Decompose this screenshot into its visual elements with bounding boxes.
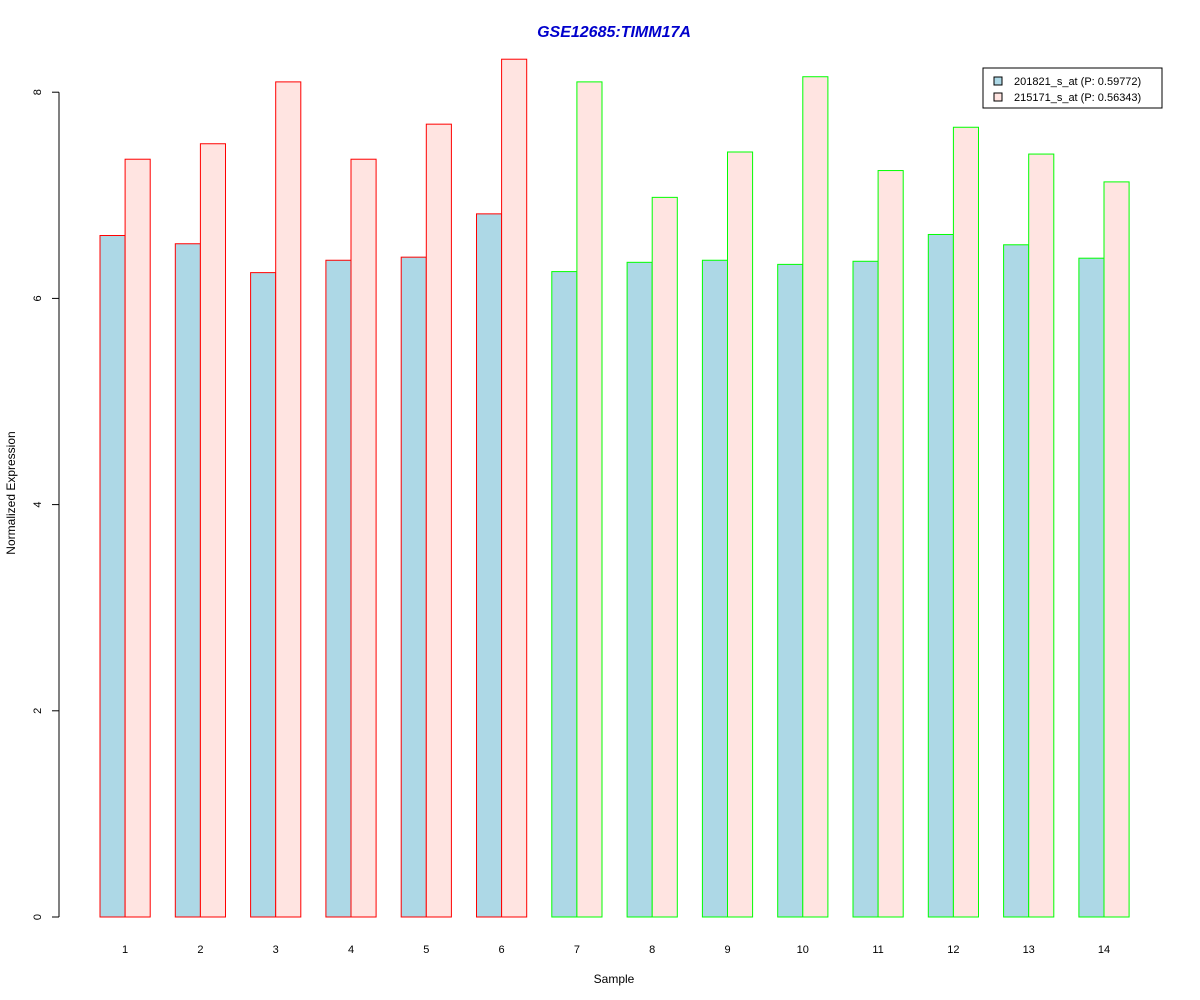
legend-swatch — [993, 76, 1003, 86]
bar-series-1 — [250, 272, 277, 918]
bar-series-1 — [400, 256, 427, 918]
bar-series-1 — [701, 259, 729, 918]
x-tick-label: 12 — [947, 944, 959, 956]
bar-series-2 — [1103, 181, 1130, 918]
bar-series-2 — [350, 158, 377, 918]
bars-group — [99, 58, 1130, 918]
bar-series-1 — [852, 260, 879, 918]
bar-series-2 — [576, 81, 603, 918]
bar-series-2 — [124, 158, 151, 918]
bar-series-2 — [199, 143, 226, 918]
x-tick-label: 14 — [1098, 944, 1110, 956]
y-tick-label: 6 — [32, 295, 44, 301]
x-tick-label: 1 — [122, 944, 128, 956]
bar-series-2 — [877, 170, 904, 918]
y-axis: 0 2 4 6 8 — [32, 89, 60, 920]
bar-series-1 — [777, 263, 804, 918]
x-tick-label: 3 — [273, 944, 279, 956]
y-tick-label: 2 — [32, 708, 44, 714]
x-tick-label: 6 — [499, 944, 505, 956]
bar-series-2 — [727, 151, 754, 918]
bar-series-2 — [802, 76, 829, 918]
x-tick-label: 5 — [423, 944, 429, 956]
x-tick-label: 13 — [1023, 944, 1035, 956]
legend: 201821_s_at (P: 0.59772) 215171_s_at (P: … — [982, 67, 1163, 109]
x-tick-label: 11 — [872, 944, 883, 956]
x-tick-label: 7 — [574, 944, 580, 956]
bar-series-2 — [651, 196, 678, 918]
bar-series-1 — [476, 213, 503, 918]
y-tick-label: 4 — [32, 502, 44, 508]
bar-series-1 — [1003, 244, 1030, 918]
bar-series-1 — [551, 271, 578, 918]
x-axis-ticks: 1 2 3 4 5 6 7 8 9 10 11 12 13 14 — [122, 944, 1110, 956]
bar-series-1 — [325, 259, 352, 918]
chart-title: GSE12685:TIMM17A — [537, 24, 691, 41]
legend-box — [982, 67, 1163, 109]
bar-series-1 — [626, 261, 653, 918]
bar-series-2 — [275, 81, 302, 918]
legend-swatch — [993, 92, 1003, 102]
bar-series-2 — [1028, 153, 1055, 918]
x-tick-label: 10 — [797, 944, 809, 956]
x-axis-label: Sample — [594, 972, 635, 986]
bar-series-2 — [501, 58, 528, 918]
y-axis-label: Normalized Expression — [4, 431, 18, 554]
x-tick-label: 8 — [649, 944, 655, 956]
bar-series-1 — [99, 235, 126, 918]
y-tick-label: 0 — [32, 914, 44, 920]
bar-series-2 — [952, 126, 980, 918]
legend-label: 215171_s_at (P: 0.56343) — [1014, 92, 1141, 104]
x-tick-label: 2 — [197, 944, 203, 956]
bar-series-2 — [425, 123, 452, 918]
x-tick-label: 4 — [348, 944, 354, 956]
bar-series-1 — [1078, 257, 1105, 918]
bar-series-1 — [174, 243, 201, 918]
y-tick-label: 8 — [32, 89, 44, 95]
legend-label: 201821_s_at (P: 0.59772) — [1014, 76, 1141, 88]
x-tick-label: 9 — [724, 944, 730, 956]
bar-series-1 — [927, 233, 954, 918]
